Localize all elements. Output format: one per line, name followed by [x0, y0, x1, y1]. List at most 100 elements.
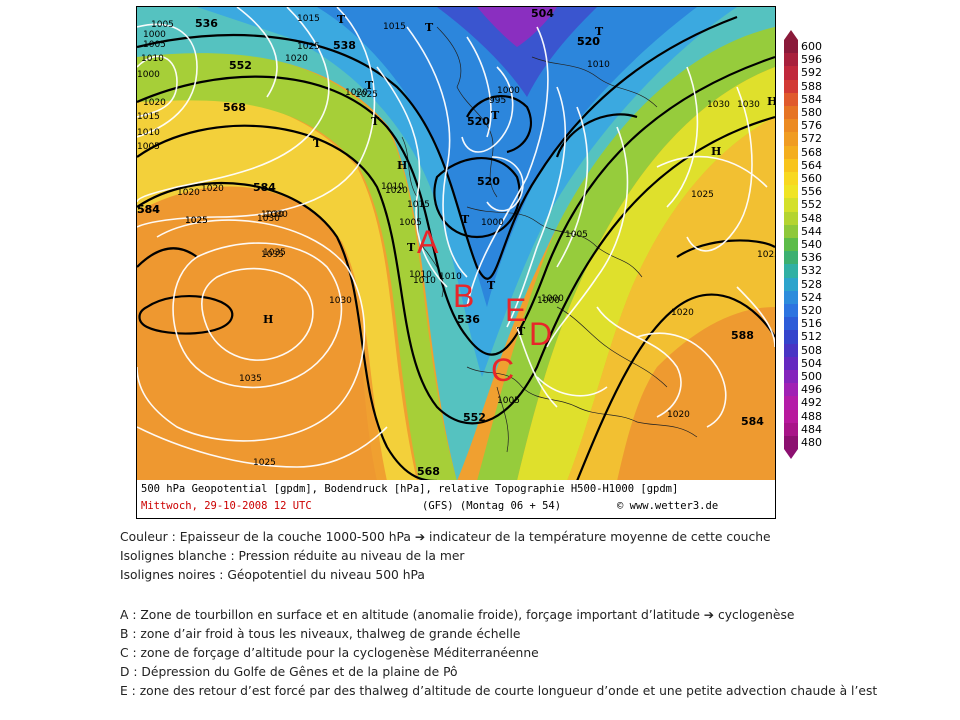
legend-label: 528 — [801, 277, 822, 291]
geopotential-label: 520 — [577, 35, 600, 48]
pressure-label: 1025 — [355, 90, 378, 100]
low-marker: T — [595, 25, 604, 38]
legend-swatch — [784, 422, 798, 436]
legend-label: 508 — [801, 343, 822, 357]
pressure-label: 1000 — [537, 296, 560, 306]
low-marker: T — [313, 137, 322, 150]
legend-label: 532 — [801, 264, 822, 278]
low-marker: T — [337, 13, 346, 26]
legend-label: 520 — [801, 304, 822, 317]
legend-swatch — [784, 317, 798, 331]
low-marker: T — [491, 109, 500, 122]
legend-label: 544 — [801, 224, 822, 238]
pressure-label: 1030 — [329, 296, 352, 306]
geopotential-label: 538 — [333, 39, 356, 52]
note-zone-b: B : zone d’air froid à tous les niveaux,… — [120, 627, 521, 641]
zone-letter-e: E — [505, 292, 526, 328]
legend-swatch — [784, 158, 798, 172]
legend-label: 548 — [801, 211, 822, 225]
low-marker: T — [461, 213, 470, 226]
pressure-label: 1025 — [691, 190, 714, 200]
pressure-label: 1015 — [137, 112, 160, 122]
pressure-label: 1035 — [261, 250, 284, 260]
green-band-east — [477, 27, 775, 481]
cold-core-violet — [477, 7, 557, 47]
legend-swatch — [784, 172, 798, 186]
legend-label: 524 — [801, 290, 822, 304]
legend-swatch — [784, 396, 798, 410]
geopotential-label: 584 — [137, 203, 160, 216]
pressure-label: 1000 — [137, 70, 160, 80]
legend-label: 496 — [801, 383, 822, 397]
pressure-label: 1030 — [737, 100, 760, 110]
legend-swatch — [784, 145, 798, 159]
pressure-label: 1025 — [185, 216, 208, 226]
caption-fields: 500 hPa Geopotential [gpdm], Bodendruck … — [141, 483, 679, 495]
low-marker: T — [487, 279, 496, 292]
legend-swatch — [784, 436, 798, 450]
caption-model: (GFS) (Montag 06 + 54) — [422, 500, 562, 512]
pressure-label: 1025 — [757, 250, 775, 260]
pressure-label: 1015 — [407, 200, 430, 210]
pressure-label: 1020 — [345, 88, 368, 98]
coastlines — [401, 26, 698, 453]
low-marker: T — [407, 241, 416, 254]
zone-letter-a: A — [417, 224, 439, 260]
legend-swatch — [784, 185, 798, 199]
note-black-isolines: Isolignes noires : Géopotentiel du nivea… — [120, 568, 425, 582]
legend-label: 580 — [801, 106, 822, 119]
legend-label: 484 — [801, 422, 822, 436]
pressure-label: 1025 — [253, 458, 276, 468]
pressure-label: 1020 — [143, 98, 166, 108]
geopotential-isolines — [137, 15, 775, 481]
thickness-legend: 600 596 592 588 584 580 576 572 568 564 560 556 552 5… — [778, 30, 838, 462]
legend-label: 552 — [801, 198, 822, 212]
legend-swatch — [784, 356, 798, 370]
legend-swatch — [784, 238, 798, 252]
legend-swatch — [784, 383, 798, 397]
legend-swatch — [784, 53, 798, 67]
pressure-label: 1030 — [707, 100, 730, 110]
note-zone-c: C : zone de forçage d’altitude pour la c… — [120, 646, 539, 660]
legend-swatch — [784, 106, 798, 120]
weather-map: 1005 1000 1005 1010 1015 1020 1025 1030 … — [136, 6, 776, 482]
pressure-label-group: 1005 1000 1005 1010 1015 1020 1025 1030 … — [137, 14, 775, 468]
pressure-label: 1010 — [141, 54, 164, 64]
pressure-label: 1010 — [409, 270, 432, 280]
geopotential-label: 552 — [463, 411, 486, 424]
pressure-label: 1020 — [201, 184, 224, 194]
map-caption: 500 hPa Geopotential [gpdm], Bodendruck … — [136, 480, 776, 519]
legend-swatch — [784, 330, 798, 344]
pressure-label: 1030 — [257, 214, 280, 224]
pressure-label: 1020 — [671, 308, 694, 318]
low-marker: T — [425, 21, 434, 34]
geopotential-label: 504 — [531, 7, 554, 20]
legend-label: 576 — [801, 119, 822, 133]
legend-arrow-up-icon — [784, 30, 798, 40]
pressure-label: 1020 — [667, 410, 690, 420]
legend-swatch — [784, 79, 798, 93]
geopotential-label-group: 536 538 552 568 584 584 520 520 520 536 … — [137, 7, 764, 478]
legend-label: 492 — [801, 396, 822, 410]
geopotential-label: 584 — [137, 203, 160, 216]
legend-swatch — [784, 290, 798, 304]
geopotential-label: 568 — [223, 101, 246, 114]
legend-swatch — [784, 304, 798, 318]
zone-letters: A B C D E — [417, 224, 552, 388]
zone-letter-d: D — [529, 316, 552, 352]
legend-swatch — [784, 277, 798, 291]
pressure-isolines — [137, 7, 775, 468]
geopotential-label: 520 — [467, 115, 490, 128]
pressure-label: 1005 — [497, 396, 520, 406]
geopotential-label: 520 — [477, 175, 500, 188]
map-canvas: 1005 1000 1005 1010 1015 1020 1025 1030 … — [137, 7, 775, 481]
pressure-label: 1020 — [177, 188, 200, 198]
high-marker: H — [711, 145, 721, 158]
pressure-label: 1005 — [137, 142, 160, 152]
pressure-label: 995 — [489, 96, 506, 106]
pressure-label: 1025 — [297, 42, 320, 52]
geopotential-label: 584 — [253, 181, 276, 194]
legend-label: 556 — [801, 185, 822, 199]
legend-arrow-down-icon — [784, 449, 798, 460]
pressure-label: 1000 — [143, 30, 166, 40]
